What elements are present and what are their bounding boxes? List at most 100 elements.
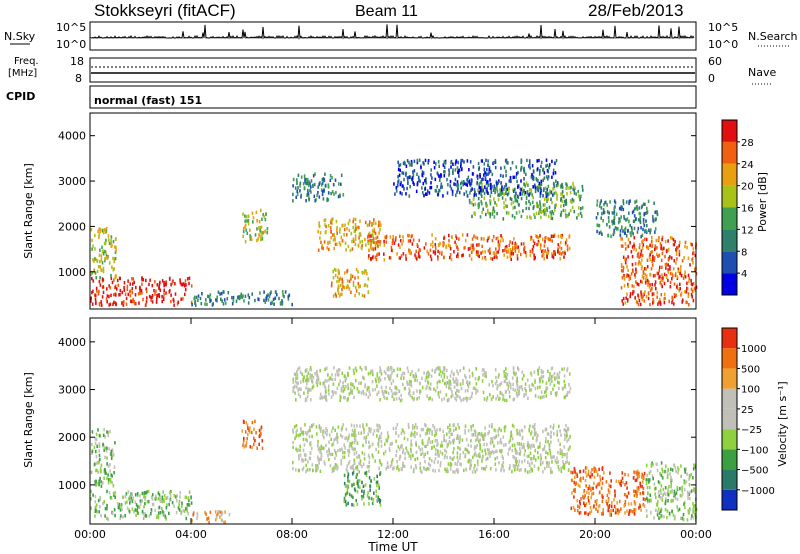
heatmap-cell [632,219,635,223]
heatmap-cell [295,398,297,402]
heatmap-cell [631,228,633,233]
heatmap-cell [561,190,564,194]
heatmap-cell [103,448,105,452]
heatmap-cell [518,429,521,433]
heatmap-cell [493,161,495,165]
heatmap-cell [184,279,187,283]
heatmap-cell [369,220,371,224]
heatmap-cell [639,212,641,216]
heatmap-cell [283,294,285,299]
heatmap-cell [158,511,160,515]
heatmap-cell [292,199,294,203]
heatmap-cell [424,432,427,436]
heatmap-cell [507,452,509,456]
heatmap-cell [215,516,218,520]
heatmap-cell [429,248,432,252]
heatmap-cell [625,200,628,204]
heatmap-cell [399,367,401,371]
heatmap-cell [544,236,546,240]
heatmap-cell [639,220,642,225]
heatmap-cell [516,460,518,464]
heatmap-cell [657,237,660,242]
heatmap-cell [364,283,367,287]
heatmap-cell [350,382,352,386]
heatmap-cell [344,271,346,275]
heatmap-cell [642,220,645,225]
heatmap-cell [676,275,679,279]
heatmap-cell [564,433,566,437]
heatmap-cell [631,262,634,267]
heatmap-cell [599,474,601,479]
heatmap-cell [468,179,471,183]
heatmap-cell [455,159,458,163]
heatmap-cell [372,372,374,377]
heatmap-cell [622,201,625,206]
heatmap-cell [351,503,353,507]
heatmap-cell [405,164,408,168]
heatmap-cell [295,447,297,451]
heatmap-cell [543,171,546,175]
heatmap-cell [351,428,354,432]
heatmap-cell [657,490,660,494]
heatmap-cell [493,450,495,455]
heatmap-cell [654,244,657,248]
heatmap-cell [478,202,480,206]
heatmap-cell [344,379,347,383]
heatmap-cell [299,394,302,399]
heatmap-cell [645,219,647,223]
heatmap-cell [336,242,338,246]
heatmap-cell [521,460,523,464]
heatmap-cell [373,491,375,495]
heatmap-cell [110,449,113,453]
heatmap-cell [244,294,247,298]
heatmap-cell [224,301,227,305]
heatmap-cell [625,234,628,238]
heatmap-cell [107,473,109,477]
heatmap-cell [454,177,457,182]
heatmap-cell [306,431,309,435]
heatmap-cell [112,484,115,488]
heatmap-cell [620,507,622,511]
heatmap-cell [323,189,325,193]
heatmap-cell [320,188,323,192]
cpid-panel: CPID normal (fast) 151 [6,85,697,109]
heatmap-cell [331,467,334,471]
heatmap-cell [626,217,629,221]
heatmap-cell [503,253,505,257]
heatmap-cell [550,456,553,460]
heatmap-cell [660,509,662,513]
heatmap-cell [179,278,181,282]
heatmap-cell [529,202,532,206]
heatmap-cell [532,185,534,189]
heatmap-cell [184,288,187,292]
heatmap-cell [677,471,679,475]
heatmap-cell [398,447,401,451]
heatmap-cell [682,512,685,517]
heatmap-cell [298,453,300,458]
heatmap-cell [550,234,553,238]
heatmap-cell [509,446,511,450]
heatmap-cell [104,435,107,439]
heatmap-cell [158,505,161,510]
heatmap-cell [310,179,313,183]
y-tick-label: 1000 [58,266,86,279]
heatmap-cell [674,492,676,497]
heatmap-cell [334,456,336,461]
heatmap-cell [547,237,549,241]
heatmap-cell [609,471,611,475]
heatmap-cell [627,491,630,495]
heatmap-cell [501,191,503,195]
heatmap-cell [245,228,247,232]
heatmap-cell [331,190,334,194]
heatmap-cell [646,514,648,518]
heatmap-cell [105,250,107,254]
heatmap-cell [94,257,96,261]
heatmap-cell [536,386,539,390]
heatmap-cell [466,233,469,237]
heatmap-cell [260,208,262,213]
heatmap-cell [563,255,565,259]
heatmap-cell [337,291,340,295]
heatmap-cell [491,185,493,189]
heatmap-cell [514,243,516,248]
heatmap-cell [681,485,683,490]
